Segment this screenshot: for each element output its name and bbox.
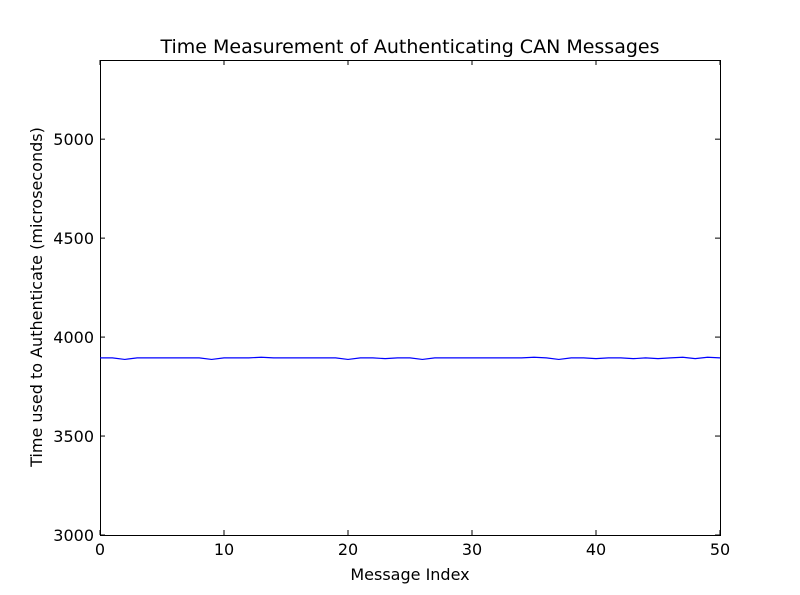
y-axis: 3000 3500 4000 4500 5000: [53, 130, 720, 545]
x-tick-label: 50: [710, 540, 730, 559]
plot-area: [100, 60, 721, 536]
y-tick-label: 5000: [53, 130, 94, 149]
y-tick-label: 3000: [53, 526, 94, 545]
y-axis-label: Time used to Authenticate (microseconds): [27, 127, 46, 468]
x-tick-label: 40: [586, 540, 606, 559]
x-tick-label: 0: [95, 540, 105, 559]
x-axis: 0 10 20 30 40 50: [95, 60, 730, 559]
chart-title: Time Measurement of Authenticating CAN M…: [159, 36, 659, 58]
series-line-0: [100, 356, 721, 361]
y-tick-label: 4000: [53, 328, 94, 347]
x-tick-label: 10: [214, 540, 234, 559]
series-layer: [100, 356, 721, 361]
y-tick-label: 3500: [53, 427, 94, 446]
y-tick-label: 4500: [53, 229, 94, 248]
x-tick-label: 30: [462, 540, 482, 559]
x-axis-label: Message Index: [350, 565, 469, 584]
x-tick-label: 20: [338, 540, 358, 559]
